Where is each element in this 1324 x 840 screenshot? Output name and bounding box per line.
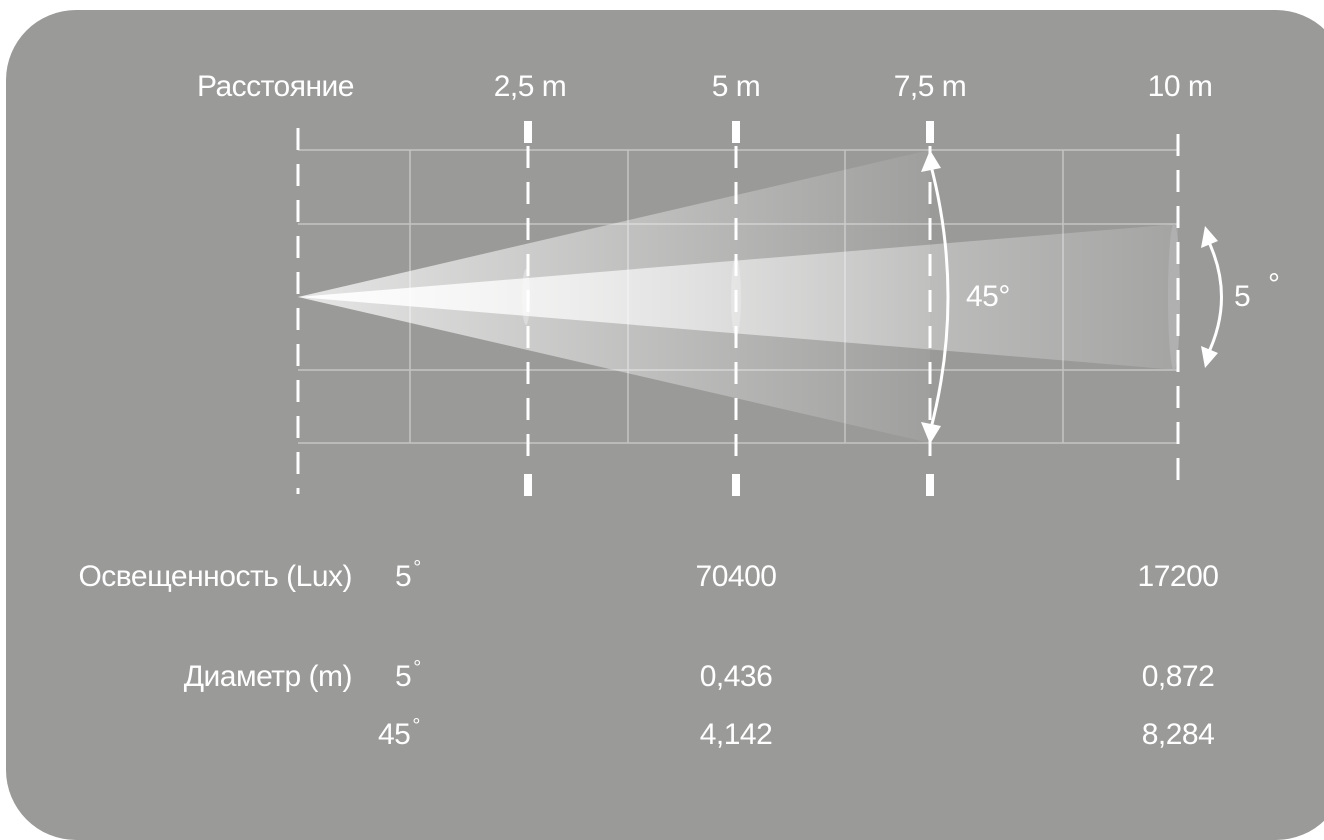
tick-top-2-5m <box>524 121 532 143</box>
distance-label: Расстояние <box>196 70 355 103</box>
distance-5m-label: 5 m <box>711 70 761 103</box>
background-panel <box>6 10 1324 840</box>
wide-angle-arrow-top <box>921 150 941 172</box>
tick-top-7-5m <box>926 121 934 143</box>
wide-angle-arrow-bottom <box>921 422 941 444</box>
illuminance-5m-value: 70400 <box>695 560 777 593</box>
diameter-5deg-10m-value: 0,872 <box>1141 660 1215 693</box>
narrow-angle-unit: ° <box>1268 268 1280 301</box>
illuminance-10m-value: 17200 <box>1137 560 1219 593</box>
distance-7-5m-label: 7,5 m <box>893 70 967 103</box>
tick-bottom-7-5m <box>926 474 934 496</box>
illuminance-angle: 5 ° <box>395 557 421 593</box>
narrow-angle-arrow-top <box>1201 226 1218 248</box>
distance-10m-label: 10 m <box>1147 70 1213 103</box>
degree-symbol: ° <box>413 657 421 679</box>
degree-symbol: ° <box>413 557 421 579</box>
narrow-angle-value: 5 <box>1234 280 1251 313</box>
illuminance-label: Освещенность (Lux) <box>78 560 352 593</box>
diameter-angle-5: 5 ° <box>395 657 421 693</box>
tick-bottom-5m <box>732 474 740 496</box>
diameter-5deg-5m-value: 0,436 <box>699 660 773 693</box>
narrow-angle-arc <box>1205 237 1223 357</box>
narrow-beam <box>298 224 1178 370</box>
distance-2-5m-label: 2,5 m <box>493 70 567 103</box>
tick-bottom-2-5m <box>524 474 532 496</box>
diameter-45deg-10m-value: 8,284 <box>1141 718 1215 751</box>
diameter-45deg-5m-value: 4,142 <box>699 718 773 751</box>
beam-diagram <box>296 121 1223 496</box>
diameter-angle-45: 45 ° <box>378 715 420 751</box>
diameter-label: Диаметр (m) <box>183 660 353 693</box>
wide-angle-arc <box>928 161 950 433</box>
wide-angle-label: 45° <box>966 280 1010 313</box>
degree-symbol: ° <box>412 715 420 737</box>
tick-top-5m <box>732 121 740 143</box>
narrow-angle-arrow-bottom <box>1201 346 1218 368</box>
